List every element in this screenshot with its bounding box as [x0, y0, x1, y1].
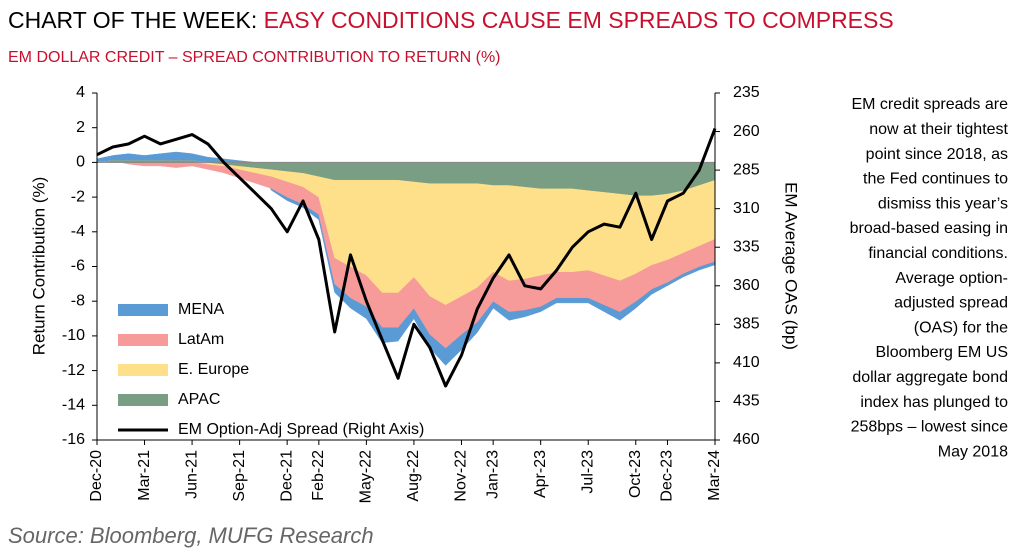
- x-tick-label: Oct-23: [627, 450, 644, 498]
- x-tick-label: Feb-22: [310, 450, 327, 501]
- x-tick-label: Dec-21: [278, 450, 295, 502]
- note-line: broad-based easing in: [850, 220, 1008, 237]
- y-tick-label: -2: [71, 188, 85, 205]
- legend-label: LatAm: [178, 331, 224, 348]
- note-line: (OAS) for the: [914, 319, 1008, 336]
- y2-tick-label: 260: [733, 123, 760, 140]
- legend-label: MENA: [178, 301, 225, 318]
- note-line: adjusted spread: [894, 295, 1008, 312]
- x-tick-label: Apr-23: [532, 450, 549, 498]
- legend-swatch: [118, 334, 168, 346]
- legend-label: EM Option-Adj Spread (Right Axis): [178, 421, 424, 438]
- y2-axis-title: EM Average OAS (bp): [782, 182, 801, 350]
- y2-tick-label: 335: [733, 238, 760, 255]
- note-line: dollar aggregate bond: [852, 369, 1008, 386]
- y-tick-label: -10: [62, 327, 85, 344]
- x-tick-label: Jul-23: [579, 450, 596, 494]
- x-tick-label: Nov-22: [453, 450, 470, 502]
- note-line: the Fed continues to: [863, 171, 1008, 188]
- note-line: Bloomberg EM US: [876, 344, 1009, 361]
- x-tick-label: Dec-20: [88, 450, 105, 502]
- title-prefix: CHART OF THE WEEK:: [8, 7, 257, 33]
- y-tick-label: -4: [71, 223, 85, 240]
- note-line: point since 2018, as: [866, 146, 1008, 163]
- spread-line: [96, 127, 717, 388]
- legend-swatch: [118, 394, 168, 406]
- x-tick-label: Jun-21: [183, 450, 200, 499]
- y-tick-label: -6: [71, 258, 85, 275]
- y2-tick-label: 385: [733, 316, 760, 333]
- x-tick-label: Sep-21: [231, 450, 248, 502]
- y-tick-label: 2: [76, 119, 85, 136]
- y2-tick-label: 235: [733, 84, 760, 101]
- x-tick-label: Mar-21: [136, 450, 153, 501]
- legend-swatch: [118, 304, 168, 316]
- title-main: EASY CONDITIONS CAUSE EM SPREADS TO COMP…: [264, 7, 894, 33]
- y-tick-label: -8: [71, 292, 85, 309]
- y-tick-label: -12: [62, 362, 85, 379]
- y-tick-label: -14: [62, 397, 85, 414]
- chart-title: CHART OF THE WEEK: EASY CONDITIONS CAUSE…: [8, 7, 894, 33]
- x-tick-label: Jan-23: [484, 450, 501, 499]
- note-line: financial conditions.: [868, 245, 1008, 262]
- y2-tick-label: 460: [733, 431, 760, 448]
- y2-tick-label: 410: [733, 354, 760, 371]
- legend-swatch: [118, 364, 168, 376]
- note-line: now at their tightest: [869, 121, 1008, 138]
- y-tick-label: 0: [76, 154, 85, 171]
- y2-tick-label: 435: [733, 393, 760, 410]
- note-line: May 2018: [938, 443, 1008, 460]
- note-line: EM credit spreads are: [851, 96, 1008, 113]
- note-line: Average option-: [895, 270, 1008, 287]
- y-tick-label: 4: [76, 84, 85, 101]
- legend-label: E. Europe: [178, 361, 249, 378]
- source: Source: Bloomberg, MUFG Research: [8, 523, 374, 548]
- note-line: index has plunged to: [860, 394, 1008, 411]
- subtitle: EM DOLLAR CREDIT – SPREAD CONTRIBUTION T…: [8, 49, 501, 66]
- x-tick-label: Mar-24: [706, 450, 723, 501]
- x-tick-label: May-22: [358, 450, 375, 503]
- y-axis-title: Return Contribution (%): [29, 177, 48, 356]
- x-tick-label: Aug-22: [405, 450, 422, 502]
- legend-label: APAC: [178, 391, 220, 408]
- note-line: dismiss this year’s: [878, 195, 1008, 212]
- y-tick-label: -16: [62, 431, 85, 448]
- y2-tick-label: 285: [733, 161, 760, 178]
- y2-tick-label: 310: [733, 200, 760, 217]
- x-tick-label: Dec-23: [659, 450, 676, 502]
- y2-tick-label: 360: [733, 277, 760, 294]
- note-line: 258bps – lowest since: [851, 419, 1009, 436]
